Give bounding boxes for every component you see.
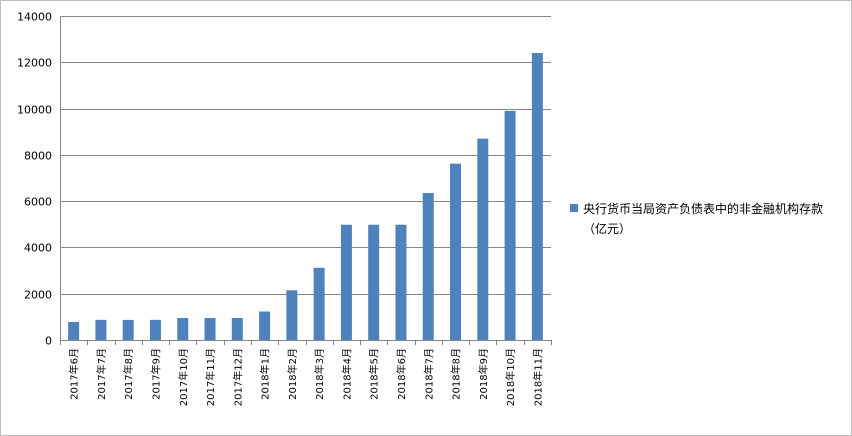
bar [313, 267, 325, 340]
bar [231, 318, 243, 340]
bar [177, 318, 189, 340]
bar [149, 319, 161, 340]
x-tick-label: 2018年4月 [340, 348, 353, 400]
bar [422, 193, 434, 340]
x-tick-label: 2017年9月 [149, 348, 162, 400]
bar [477, 138, 489, 340]
x-tick-label: 2018年10月 [504, 348, 517, 406]
x-tick-label: 2018年1月 [259, 348, 272, 400]
x-tick-label: 2017年8月 [122, 348, 135, 400]
bar [259, 311, 271, 340]
bar [450, 163, 462, 340]
y-tick-label: 12000 [17, 57, 52, 70]
x-tick-label: 2017年12月 [231, 348, 244, 406]
x-tick-label: 2018年8月 [450, 348, 463, 400]
x-tick-label: 2017年7月 [95, 348, 108, 400]
bar [368, 224, 380, 340]
x-tick-label: 2018年9月 [477, 348, 490, 400]
x-tick-label: 2017年11月 [204, 348, 217, 406]
bar [95, 319, 107, 340]
bar [340, 224, 352, 340]
legend-label: 央行货币当局资产负债表中的非金融机构存款（亿元） [583, 202, 824, 236]
x-tick-label: 2018年6月 [395, 348, 408, 400]
y-tick-label: 0 [45, 335, 52, 348]
y-tick-label: 6000 [24, 196, 52, 209]
bar [531, 53, 543, 341]
x-tick-label: 2018年3月 [313, 348, 326, 400]
x-tick-label: 2017年10月 [177, 348, 190, 406]
legend: 央行货币当局资产负债表中的非金融机构存款（亿元） [570, 199, 840, 239]
x-tick-label: 2017年6月 [68, 348, 81, 400]
x-tick-label: 2018年2月 [286, 348, 299, 400]
x-tick-label: 2018年7月 [422, 348, 435, 400]
x-tick-label: 2018年11月 [531, 348, 544, 406]
y-tick-label: 2000 [24, 289, 52, 302]
y-tick-label: 4000 [24, 242, 52, 255]
legend-swatch [570, 204, 578, 212]
bar [504, 110, 516, 340]
bar [395, 224, 407, 340]
y-tick-label: 8000 [24, 150, 52, 163]
x-tick-label: 2018年5月 [368, 348, 381, 400]
y-tick-label: 14000 [17, 11, 52, 24]
y-tick-label: 10000 [17, 104, 52, 117]
bar [204, 318, 216, 340]
bar [286, 290, 298, 340]
bar [122, 319, 134, 340]
bar [68, 321, 80, 340]
